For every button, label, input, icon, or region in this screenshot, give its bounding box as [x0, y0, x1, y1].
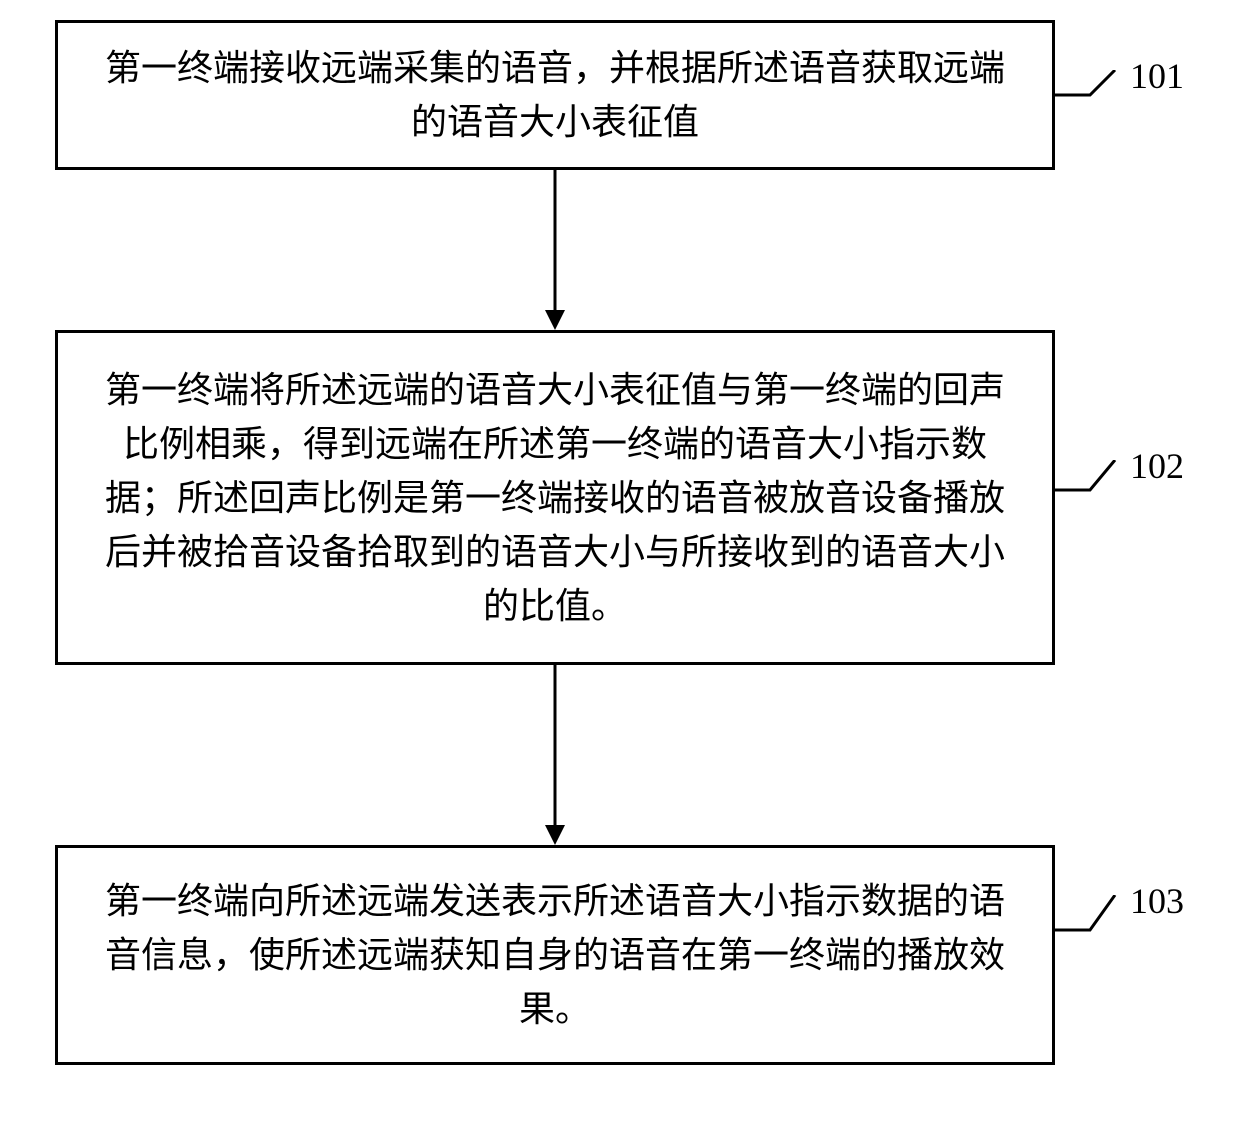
- flowchart-step-1: 第一终端接收远端采集的语音，并根据所述语音获取远端的语音大小表征值: [55, 20, 1055, 170]
- arrow-1-to-2: [540, 170, 570, 330]
- step-1-text: 第一终端接收远端采集的语音，并根据所述语音获取远端的语音大小表征值: [98, 41, 1012, 149]
- flowchart-container: 第一终端接收远端采集的语音，并根据所述语音获取远端的语音大小表征值 101 第一…: [0, 0, 1240, 1122]
- step-3-label: 103: [1130, 880, 1184, 922]
- flowchart-step-3: 第一终端向所述远端发送表示所述语音大小指示数据的语音信息，使所述远端获知自身的语…: [55, 845, 1055, 1065]
- step-3-text: 第一终端向所述远端发送表示所述语音大小指示数据的语音信息，使所述远端获知自身的语…: [98, 874, 1012, 1036]
- step-2-text: 第一终端将所述远端的语音大小表征值与第一终端的回声比例相乘，得到远端在所述第一终…: [98, 363, 1012, 633]
- connector-3: [1055, 895, 1125, 935]
- connector-2: [1055, 460, 1125, 495]
- arrow-2-to-3: [540, 665, 570, 845]
- step-1-label: 101: [1130, 55, 1184, 97]
- connector-1: [1055, 70, 1125, 105]
- step-2-label: 102: [1130, 445, 1184, 487]
- flowchart-step-2: 第一终端将所述远端的语音大小表征值与第一终端的回声比例相乘，得到远端在所述第一终…: [55, 330, 1055, 665]
